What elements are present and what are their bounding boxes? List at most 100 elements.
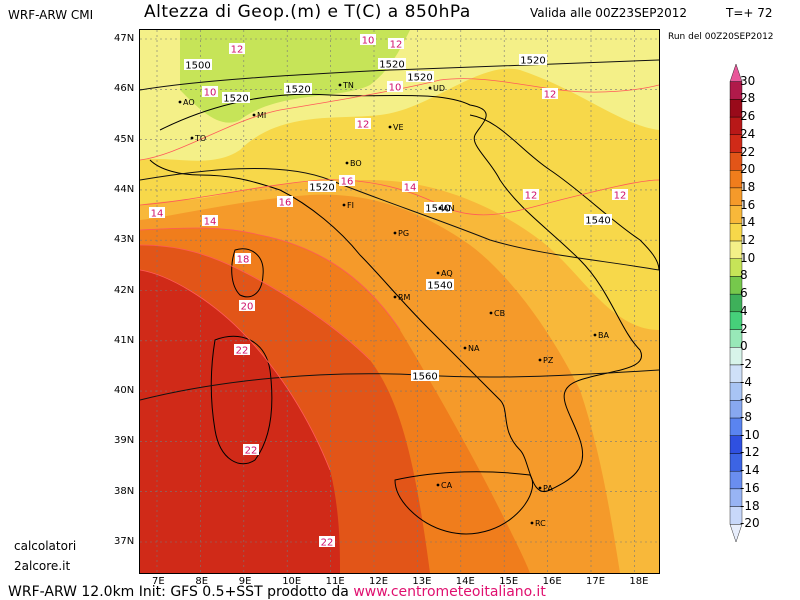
city-marker: TN [338, 81, 354, 90]
lat-tick-label: 46N [114, 83, 135, 95]
corsica-outline [231, 248, 264, 298]
temp-label: 18 [235, 253, 251, 266]
city-marker: PZ [538, 356, 554, 365]
temp-label: 12 [229, 43, 245, 56]
city-marker: CB [489, 309, 505, 318]
temp-label: 14 [149, 207, 165, 220]
svg-text:1540: 1540 [585, 216, 610, 227]
legend-tick-label: 4 [740, 303, 748, 318]
legend-tick-label: -10 [740, 427, 760, 442]
lat-tick-label: 40N [114, 385, 135, 397]
svg-text:20: 20 [241, 302, 254, 313]
legend-tick-label: 16 [740, 197, 756, 212]
svg-text:FI: FI [347, 201, 354, 210]
legend-tick-label: -14 [740, 463, 760, 478]
svg-text:16: 16 [341, 177, 354, 188]
lon-tick-label: 9E [238, 576, 252, 587]
city-marker: PG [393, 229, 409, 238]
legend-tick-label: 6 [740, 286, 748, 301]
lon-tick-label: 16E [542, 576, 562, 587]
svg-text:12: 12 [525, 191, 538, 202]
svg-text:1520: 1520 [407, 73, 432, 84]
temp-label: 14 [202, 215, 218, 228]
svg-text:MI: MI [257, 111, 266, 120]
temp-label: 12 [612, 189, 628, 202]
legend-tick-label: 8 [740, 268, 748, 283]
svg-text:1500: 1500 [185, 61, 210, 72]
city-marker: AN [438, 204, 454, 213]
svg-text:TO: TO [194, 134, 206, 143]
sicily-outline [394, 471, 534, 535]
credit-line-2: 2alcore.it [14, 559, 71, 573]
svg-text:22: 22 [245, 446, 258, 457]
svg-text:12: 12 [390, 40, 403, 51]
lon-tick-label: 17E [586, 576, 606, 587]
model-name: WRF-ARW CMI [8, 8, 94, 22]
legend-tick-label: 26 [740, 109, 756, 124]
temp-label: 16 [339, 175, 355, 188]
svg-text:10: 10 [362, 36, 375, 47]
legend-swatch [729, 524, 743, 542]
city-marker: BA [593, 331, 609, 340]
svg-text:1520: 1520 [309, 183, 334, 194]
legend-tick-label: 30 [740, 73, 756, 88]
temp-label: 10 [360, 34, 376, 47]
lon-tick-label: 10E [282, 576, 302, 587]
svg-text:1540: 1540 [425, 204, 450, 215]
temp-label: 10 [202, 86, 218, 99]
lon-tick-label: 18E [629, 576, 649, 587]
sardinia-outline [210, 335, 273, 465]
svg-text:BA: BA [598, 331, 609, 340]
svg-text:14: 14 [204, 217, 217, 228]
svg-text:14: 14 [404, 183, 417, 194]
lat-tick-label: 45N [114, 133, 135, 145]
lat-tick-label: 43N [114, 234, 135, 246]
city-marker: RC [530, 519, 546, 528]
svg-text:PA: PA [543, 484, 553, 493]
lat-tick-label: 37N [114, 536, 135, 547]
svg-text:AQ: AQ [441, 269, 453, 278]
svg-text:1540: 1540 [427, 281, 452, 292]
svg-text:NA: NA [468, 344, 480, 353]
forecast-hour: T=+ 72 [726, 6, 773, 20]
run-info: Run del 00Z20SEP2012 [668, 32, 774, 42]
footer-link[interactable]: www.centrometeoitaliano.it [353, 584, 546, 600]
svg-text:1560: 1560 [412, 372, 437, 383]
legend-tick-label: 0 [740, 339, 748, 354]
city-marker: PA [538, 484, 553, 493]
svg-text:1520: 1520 [379, 60, 404, 71]
legend-tick-label: 10 [740, 250, 756, 265]
svg-text:1520: 1520 [223, 94, 248, 105]
temp-label: 22 [319, 536, 335, 549]
svg-text:12: 12 [357, 120, 370, 131]
city-marker: AQ [436, 269, 453, 278]
lat-tick-label: 44N [114, 183, 135, 195]
legend-tick-label: 20 [740, 162, 756, 177]
lon-tick-label: 12E [369, 576, 389, 587]
svg-text:AO: AO [183, 98, 195, 107]
svg-text:AN: AN [443, 204, 454, 213]
city-marker: UD [428, 84, 445, 93]
svg-text:22: 22 [236, 346, 249, 357]
temp-label: 12 [388, 38, 404, 51]
city-marker: MI [252, 111, 266, 120]
geo-label: 1540 [426, 279, 454, 292]
legend-tick-label: 18 [740, 179, 756, 194]
legend-tick-label: -20 [740, 516, 760, 531]
temp-label: 22 [243, 444, 259, 457]
legend-tick-label: 12 [740, 233, 756, 248]
svg-text:CA: CA [441, 481, 453, 490]
geo-label: 1520 [378, 58, 406, 71]
lat-tick-label: 41N [114, 334, 135, 346]
isoline-labels: 1500152015201520152015201520154015401540… [149, 34, 628, 549]
svg-text:12: 12 [614, 191, 627, 202]
legend-tick-label: 14 [740, 215, 756, 230]
city-marker: FI [342, 201, 354, 210]
geo-label: 1560 [411, 370, 439, 383]
lat-tick-label: 42N [114, 284, 135, 296]
legend-tick-label: 28 [740, 91, 756, 106]
city-marker: VE [388, 123, 404, 132]
lat-tick-label: 47N [114, 33, 135, 44]
svg-text:12: 12 [544, 90, 557, 101]
temp-label: 12 [523, 189, 539, 202]
